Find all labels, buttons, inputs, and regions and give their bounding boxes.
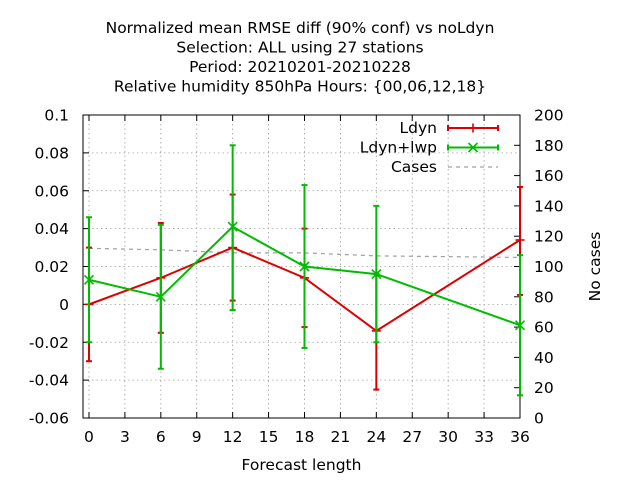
y2-tick-label: 40: [534, 349, 554, 367]
x-axis: 0 3 6 9 12 15 18 21 24 27 30 33 36: [84, 115, 530, 446]
chart-title: Normalized mean RMSE diff (90% conf) vs …: [106, 19, 495, 96]
data-point-marker: [155, 291, 166, 302]
y-tick-label: -0.04: [29, 372, 69, 390]
x-tick-label: 21: [331, 428, 351, 446]
y2-tick-label: 20: [534, 379, 554, 397]
y2-tick-label: 180: [534, 137, 564, 155]
x-tick-label: 27: [402, 428, 422, 446]
y2-tick-label: 80: [534, 288, 554, 306]
series-line: [88, 247, 521, 259]
series-ldyn-lwp: [83, 144, 526, 397]
y-tick-label: -0.02: [29, 334, 69, 352]
y-tick-label: -0.06: [29, 410, 69, 428]
y-tick-label: 0.1: [44, 107, 69, 125]
x-tick-label: 30: [438, 428, 458, 446]
legend-label: Ldyn+lwp: [360, 139, 437, 157]
y-tick-label: 0.08: [34, 144, 69, 162]
x-tick-label: 15: [259, 428, 279, 446]
x-tick-label: 18: [295, 428, 315, 446]
x-axis-label: Forecast length: [242, 456, 362, 474]
series-cases: [88, 247, 521, 259]
data-point-marker: [227, 221, 238, 232]
y2-axis-label: No cases: [586, 232, 604, 302]
x-tick-label: 24: [366, 428, 386, 446]
x-tick-label: 6: [156, 428, 166, 446]
x-tick-label: 36: [510, 428, 530, 446]
series-line: [88, 225, 521, 327]
y2-tick-label: 100: [534, 258, 564, 276]
title-line-1: Normalized mean RMSE diff (90% conf) vs …: [106, 19, 495, 37]
x-tick-label: 12: [223, 428, 243, 446]
y2-tick-label: 120: [534, 228, 564, 246]
data-point-marker: [467, 142, 479, 153]
y2-tick-label: 60: [534, 319, 554, 337]
y-tick-label: 0.04: [34, 220, 69, 238]
grid: [83, 114, 521, 419]
x-tick-label: 9: [192, 428, 202, 446]
y-tick-label: 0.06: [34, 182, 69, 200]
y2-axis: 0 20 40 60 80 100 120 140 160 180 200: [514, 107, 564, 428]
y-axis: -0.06 -0.04 -0.02 0 0.02 0.04 0.06 0.08 0.1: [29, 107, 89, 428]
x-tick-label: 3: [120, 428, 130, 446]
title-line-4: Relative humidity 850hPa Hours: {00,06,1…: [114, 78, 486, 96]
title-line-3: Period: 20210201-20210228: [189, 58, 411, 76]
title-line-2: Selection: ALL using 27 stations: [176, 39, 423, 57]
data-point-marker: [299, 261, 310, 272]
y2-tick-label: 160: [534, 167, 564, 185]
y2-tick-label: 0: [534, 410, 544, 428]
series: [83, 144, 526, 397]
y2-tick-label: 140: [534, 197, 564, 215]
legend-label: Ldyn: [400, 119, 437, 137]
series-line: [88, 239, 521, 333]
y-tick-label: 0.02: [34, 258, 69, 276]
data-point-marker: [371, 269, 382, 280]
data-point-marker: [514, 320, 526, 331]
x-tick-label: 0: [84, 428, 94, 446]
y-tick-label: 0: [59, 296, 69, 314]
x-tick-label: 33: [474, 428, 494, 446]
y2-tick-label: 200: [534, 107, 564, 125]
plot-frame: [82, 114, 521, 419]
data-point-marker: [83, 274, 95, 285]
legend-label: Cases: [391, 158, 437, 176]
